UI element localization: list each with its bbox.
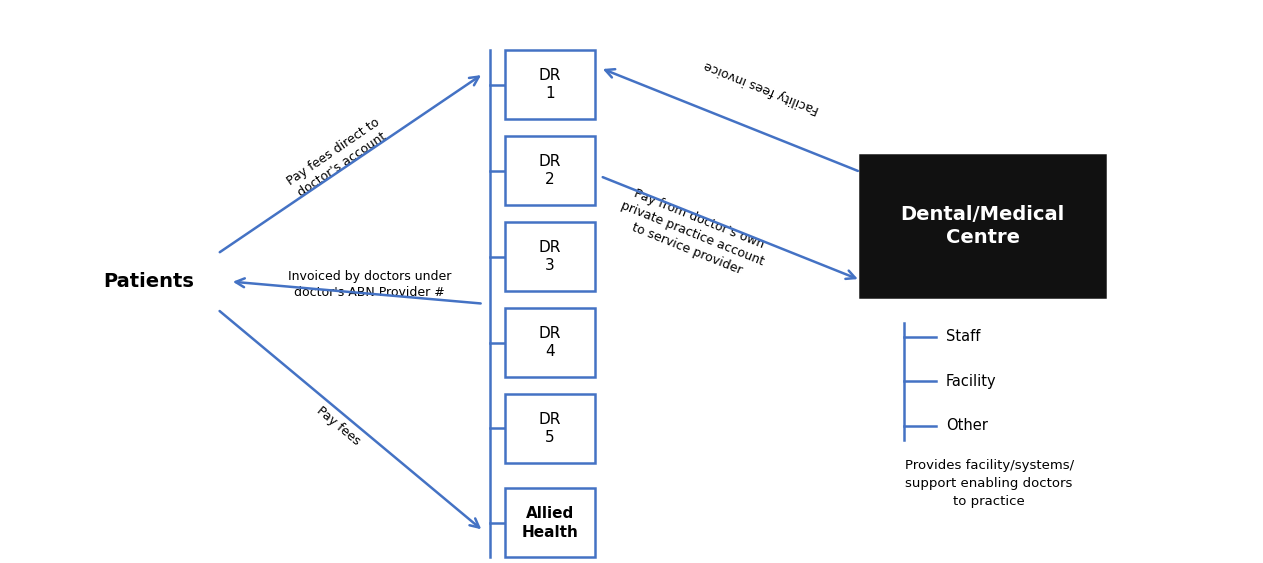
Text: Pay fees: Pay fees — [313, 404, 362, 448]
Text: DR
3: DR 3 — [539, 240, 561, 274]
Text: Staff: Staff — [946, 329, 980, 345]
Text: Pay fees direct to
doctor's account: Pay fees direct to doctor's account — [284, 115, 392, 201]
FancyBboxPatch shape — [505, 488, 595, 557]
FancyBboxPatch shape — [505, 222, 595, 291]
Text: Dental/Medical
Centre: Dental/Medical Centre — [901, 205, 1065, 247]
Text: DR
1: DR 1 — [539, 68, 561, 101]
Text: Facility: Facility — [946, 374, 997, 389]
Text: Allied
Health: Allied Health — [522, 506, 578, 539]
Text: Invoiced by doctors under
doctor's ABN Provider #: Invoiced by doctors under doctor's ABN P… — [288, 270, 451, 299]
Text: Other: Other — [946, 418, 988, 433]
Text: Facility fees invoice: Facility fees invoice — [702, 58, 821, 115]
Text: DR
4: DR 4 — [539, 326, 561, 359]
FancyBboxPatch shape — [505, 50, 595, 119]
Text: DR
2: DR 2 — [539, 154, 561, 187]
Text: Pay from doctor's own
private practice account
to service provider: Pay from doctor's own private practice a… — [614, 184, 772, 283]
FancyBboxPatch shape — [860, 155, 1105, 297]
Text: Patients: Patients — [104, 272, 195, 291]
FancyBboxPatch shape — [505, 136, 595, 205]
Text: DR
5: DR 5 — [539, 412, 561, 445]
FancyBboxPatch shape — [505, 308, 595, 377]
Text: Provides facility/systems/
support enabling doctors
to practice: Provides facility/systems/ support enabl… — [904, 459, 1074, 508]
FancyBboxPatch shape — [505, 394, 595, 463]
